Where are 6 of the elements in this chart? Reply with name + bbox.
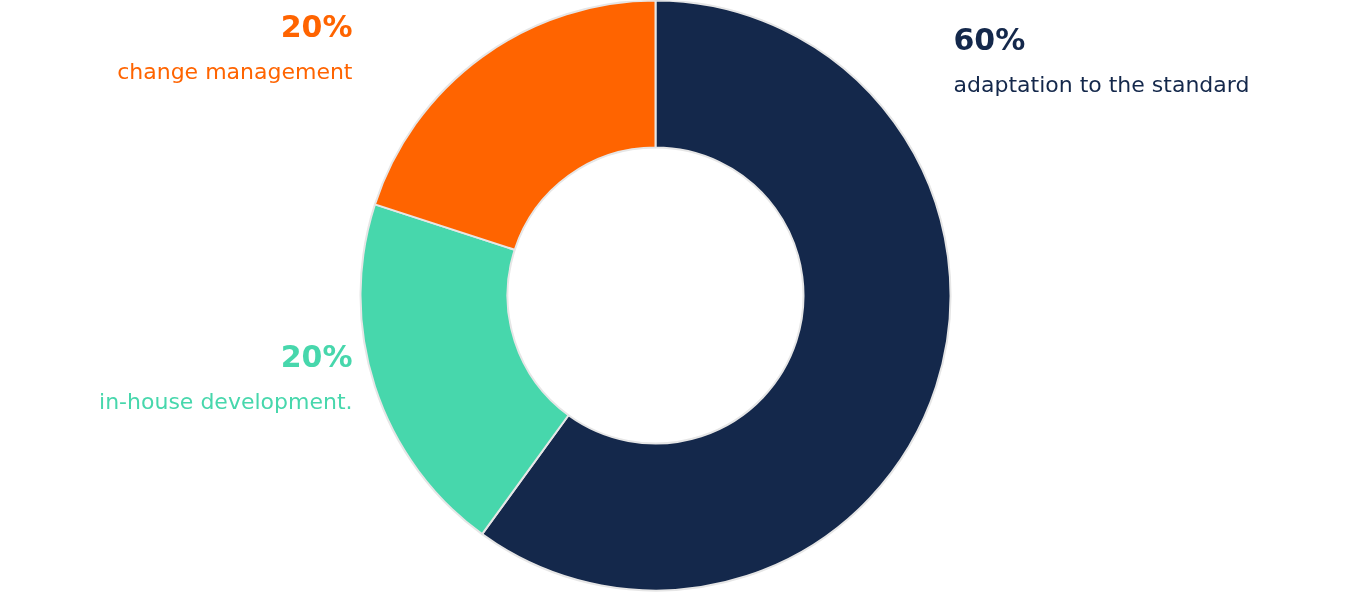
slice-label: change management: [117, 59, 353, 85]
slice-label: adaptation to the standard: [953, 72, 1250, 98]
slice-label: in-house development.: [99, 389, 353, 415]
data-label: 20%: [280, 9, 353, 45]
data-label: 20%: [280, 339, 353, 375]
data-label: 60%: [953, 22, 1026, 58]
